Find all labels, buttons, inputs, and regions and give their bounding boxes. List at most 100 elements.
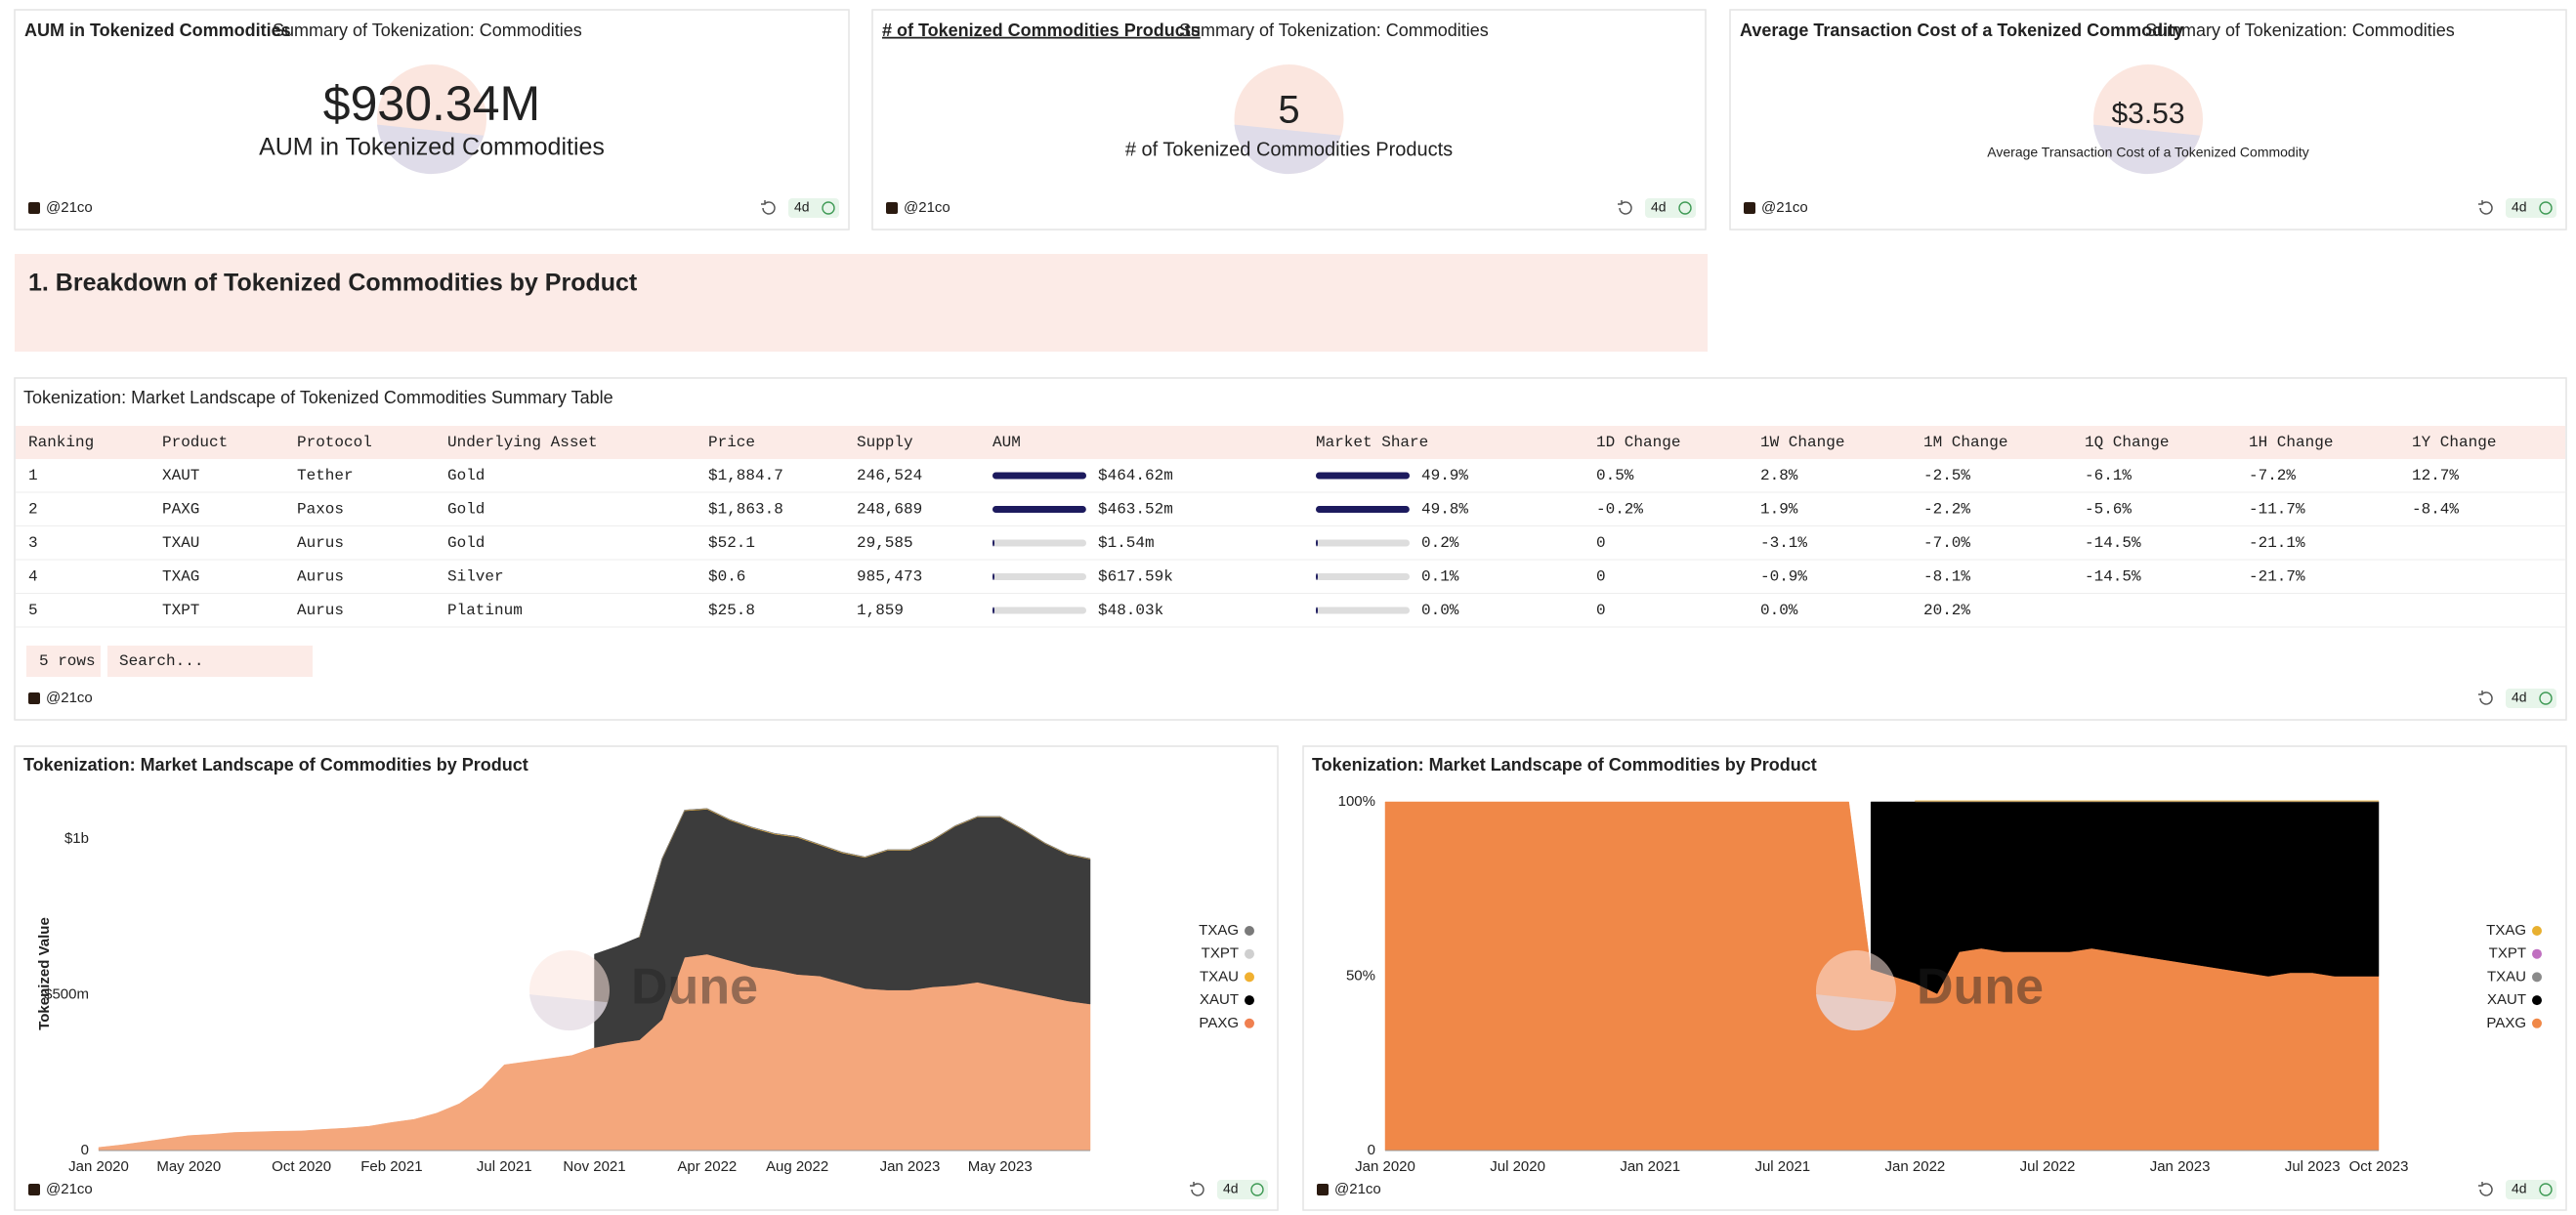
- legend-label[interactable]: PAXG: [1199, 1015, 1239, 1031]
- x-tick-label: Jan 2022: [1885, 1158, 1946, 1175]
- refresh-icon[interactable]: [761, 200, 776, 215]
- age: 4d: [2512, 199, 2527, 215]
- author-avatar: [28, 692, 40, 704]
- cell: 3: [28, 534, 38, 552]
- cell: $463.52m: [1098, 501, 1173, 519]
- cell-bar: [992, 573, 994, 580]
- cell: -7.0%: [1923, 534, 1970, 552]
- card-subtitle: Summary of Tokenization: Commodities: [273, 21, 582, 40]
- cell: 49.8%: [1421, 501, 1468, 519]
- cell: 248,689: [857, 501, 922, 519]
- legend-label[interactable]: TXAU: [1200, 968, 1239, 985]
- cell: 29,585: [857, 534, 913, 552]
- x-tick-label: Oct 2023: [2349, 1158, 2409, 1175]
- cell: -8.1%: [1923, 568, 1970, 586]
- row-count: 5 rows: [39, 652, 96, 670]
- x-tick-label: Jan 2023: [880, 1158, 941, 1175]
- logo-bottom: [1816, 994, 1894, 1031]
- legend-swatch: [1245, 972, 1254, 983]
- column-header: Price: [708, 434, 755, 451]
- cell: $1,863.8: [708, 501, 783, 519]
- cell: -14.5%: [2085, 568, 2141, 586]
- bar-track: [992, 607, 1086, 614]
- y-tick-label: $500m: [44, 985, 89, 1002]
- legend-label[interactable]: XAUT: [2487, 991, 2526, 1008]
- column-header: 1M Change: [1923, 434, 2007, 451]
- age: 4d: [1651, 199, 1667, 215]
- author: @21co: [1334, 1181, 1381, 1197]
- cell: TXAG: [162, 568, 199, 586]
- cell: 1: [28, 467, 38, 484]
- cell-bar: [1316, 472, 1410, 480]
- cell: 4: [28, 568, 38, 586]
- card-subtitle: Summary of Tokenization: Commodities: [2145, 21, 2455, 40]
- refresh-icon[interactable]: [2478, 200, 2493, 215]
- search-box[interactable]: [107, 646, 313, 677]
- x-tick-label: May 2020: [156, 1158, 221, 1175]
- legend-label[interactable]: TXAG: [2486, 922, 2526, 939]
- cell: $1.54m: [1098, 534, 1155, 552]
- cell: Gold: [447, 534, 485, 552]
- card-title: # of Tokenized Commodities Products: [882, 21, 1201, 40]
- legend-label[interactable]: TXAG: [1199, 922, 1239, 939]
- counter-value: $930.34M: [323, 76, 540, 131]
- cell: 0: [1596, 602, 1606, 619]
- legend-swatch: [2532, 948, 2542, 959]
- x-tick-label: Jul 2020: [1490, 1158, 1545, 1175]
- chart-title: Tokenization: Market Landscape of Commod…: [1312, 755, 1817, 775]
- bar-track: [992, 573, 1086, 580]
- x-tick-label: Jan 2021: [1620, 1158, 1680, 1175]
- refresh-icon[interactable]: [2478, 1182, 2493, 1196]
- column-header: Ranking: [28, 434, 94, 451]
- legend-label[interactable]: XAUT: [1200, 991, 1239, 1008]
- cell: -21.1%: [2249, 534, 2305, 552]
- column-header: Supply: [857, 434, 913, 451]
- x-tick-label: Nov 2021: [563, 1158, 625, 1175]
- cell-bar: [1316, 506, 1410, 513]
- cell: 985,473: [857, 568, 922, 586]
- author-avatar: [886, 202, 898, 214]
- refresh-icon[interactable]: [2478, 691, 2493, 705]
- cell: 0: [1596, 568, 1606, 586]
- x-tick-label: Aug 2022: [766, 1158, 828, 1175]
- x-tick-label: May 2023: [968, 1158, 1033, 1175]
- x-tick-label: Apr 2022: [677, 1158, 737, 1175]
- age: 4d: [2512, 1181, 2527, 1196]
- cell: -2.2%: [1923, 501, 1970, 519]
- cell: 0: [1596, 534, 1606, 552]
- card-title: AUM in Tokenized Commodities: [24, 21, 291, 40]
- legend-label[interactable]: PAXG: [2486, 1015, 2526, 1031]
- refresh-icon[interactable]: [1618, 200, 1632, 215]
- logo-bottom: [2093, 124, 2201, 175]
- cell: 2: [28, 501, 38, 519]
- legend-label[interactable]: TXPT: [2489, 945, 2526, 962]
- cell: -3.1%: [1760, 534, 1807, 552]
- chart-title: Tokenization: Market Landscape of Commod…: [23, 755, 528, 775]
- cell: 5: [28, 602, 38, 619]
- y-tick-label: 0: [1368, 1142, 1375, 1158]
- refresh-icon[interactable]: [1190, 1182, 1204, 1196]
- cell: -7.2%: [2249, 467, 2296, 484]
- x-tick-label: Jan 2020: [68, 1158, 129, 1175]
- cell: Gold: [447, 501, 485, 519]
- status-icon: [2539, 1183, 2553, 1196]
- column-header: 1W Change: [1760, 434, 1844, 451]
- legend-swatch: [2532, 926, 2542, 936]
- legend-swatch: [1245, 995, 1254, 1006]
- cell: Paxos: [297, 501, 344, 519]
- cell: -5.6%: [2085, 501, 2132, 519]
- cell: $52.1: [708, 534, 755, 552]
- cell: Aurus: [297, 602, 344, 619]
- author-avatar: [1744, 202, 1755, 214]
- legend-label[interactable]: TXAU: [2487, 968, 2526, 985]
- counter-label: # of Tokenized Commodities Products: [1125, 139, 1453, 160]
- logo-bottom: [529, 994, 608, 1031]
- x-tick-label: Jul 2023: [2285, 1158, 2341, 1175]
- cell: $48.03k: [1098, 602, 1163, 619]
- x-tick-label: Jul 2021: [477, 1158, 532, 1175]
- cell: -0.9%: [1760, 568, 1807, 586]
- x-tick-label: Feb 2021: [360, 1158, 422, 1175]
- legend-label[interactable]: TXPT: [1202, 945, 1239, 962]
- status-icon: [1678, 201, 1692, 215]
- bar-track: [1316, 573, 1410, 580]
